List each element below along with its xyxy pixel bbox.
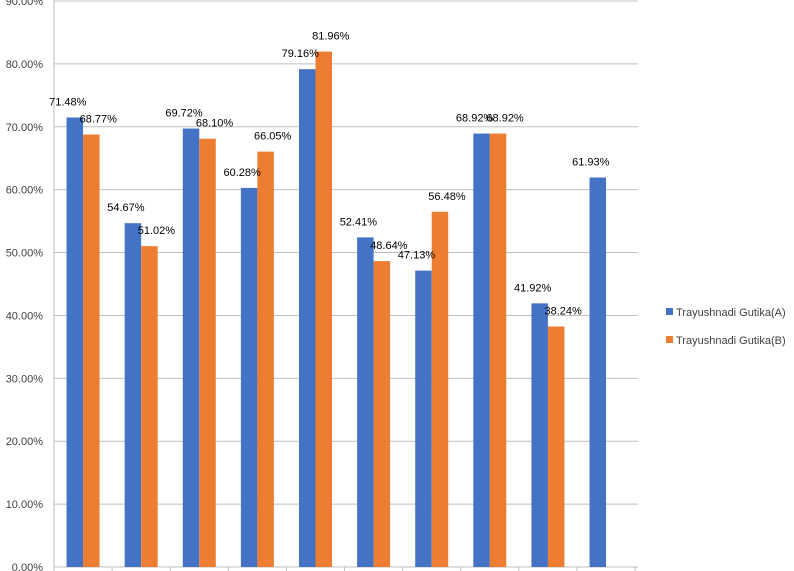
data-label: 71.48% <box>49 96 87 108</box>
y-tick-label: 20.00% <box>6 436 44 448</box>
bar-series-a <box>473 133 490 568</box>
bar-series-a <box>357 237 374 567</box>
bar-series-a <box>415 270 432 567</box>
data-label: 81.96% <box>312 31 350 43</box>
bar-series-a <box>240 187 258 568</box>
legend: Trayushnadi Gutika(A) Trayushnadi Gutika… <box>666 307 786 347</box>
data-label: 51.02% <box>138 225 176 237</box>
legend-label-b: Trayushnadi Gutika(B) <box>676 335 786 347</box>
data-label: 68.92% <box>486 113 524 125</box>
legend-label-a: Trayushnadi Gutika(A) <box>676 307 786 319</box>
bar-series-b <box>431 211 449 567</box>
data-label: 54.67% <box>107 202 145 214</box>
data-label: 52.41% <box>340 216 378 228</box>
y-tick-label: 90.00% <box>6 0 44 8</box>
bar-series-a <box>531 303 548 567</box>
bar-series-b <box>547 326 565 567</box>
data-label: 60.28% <box>223 167 261 179</box>
data-labels: 71.48% 54.67% 69.72% 60.28% 79.16% 52.41% 47.1… <box>49 31 610 318</box>
axes: 0.00% 10.00% 20.00% 30.00% 40.00% 50.00% 60.00… <box>6 0 638 571</box>
data-label: 68.10% <box>196 118 234 130</box>
legend-swatch-a <box>666 308 673 315</box>
y-tick-label: 10.00% <box>6 499 44 511</box>
data-label: 79.16% <box>282 48 320 60</box>
data-label: 38.24% <box>545 306 583 318</box>
y-tick-label: 60.00% <box>6 185 44 197</box>
y-tick-label: 0.00% <box>12 562 43 571</box>
data-label: 47.13% <box>398 250 436 262</box>
legend-swatch-b <box>666 336 673 343</box>
bar-series-b <box>141 246 158 568</box>
data-label: 68.77% <box>80 114 118 126</box>
y-tick-label: 30.00% <box>6 373 44 385</box>
bar-series-a <box>66 117 84 568</box>
bar-series-a <box>182 128 200 567</box>
data-label: 56.48% <box>428 191 466 203</box>
bar-series-a <box>589 177 607 567</box>
bar-series-b <box>315 51 332 567</box>
data-label: 68.92% <box>456 113 494 125</box>
bar-series-a <box>124 223 142 567</box>
y-tick-label: 50.00% <box>6 248 44 260</box>
bar-series-b <box>199 138 216 567</box>
data-label: 41.92% <box>514 282 552 294</box>
y-tick-label: 70.00% <box>6 122 44 134</box>
y-tick-label: 80.00% <box>6 59 44 71</box>
bar-series-b <box>489 133 507 568</box>
data-label: 66.05% <box>254 131 292 143</box>
data-label: 69.72% <box>165 108 203 120</box>
bar-series-a <box>298 69 316 567</box>
data-label: 48.64% <box>370 240 408 252</box>
data-label: 61.93% <box>572 157 610 169</box>
bar-series-b <box>257 151 274 567</box>
bars <box>66 51 607 568</box>
bar-series-b <box>83 134 100 567</box>
y-tick-label: 40.00% <box>6 310 44 322</box>
bar-series-b <box>373 261 391 567</box>
